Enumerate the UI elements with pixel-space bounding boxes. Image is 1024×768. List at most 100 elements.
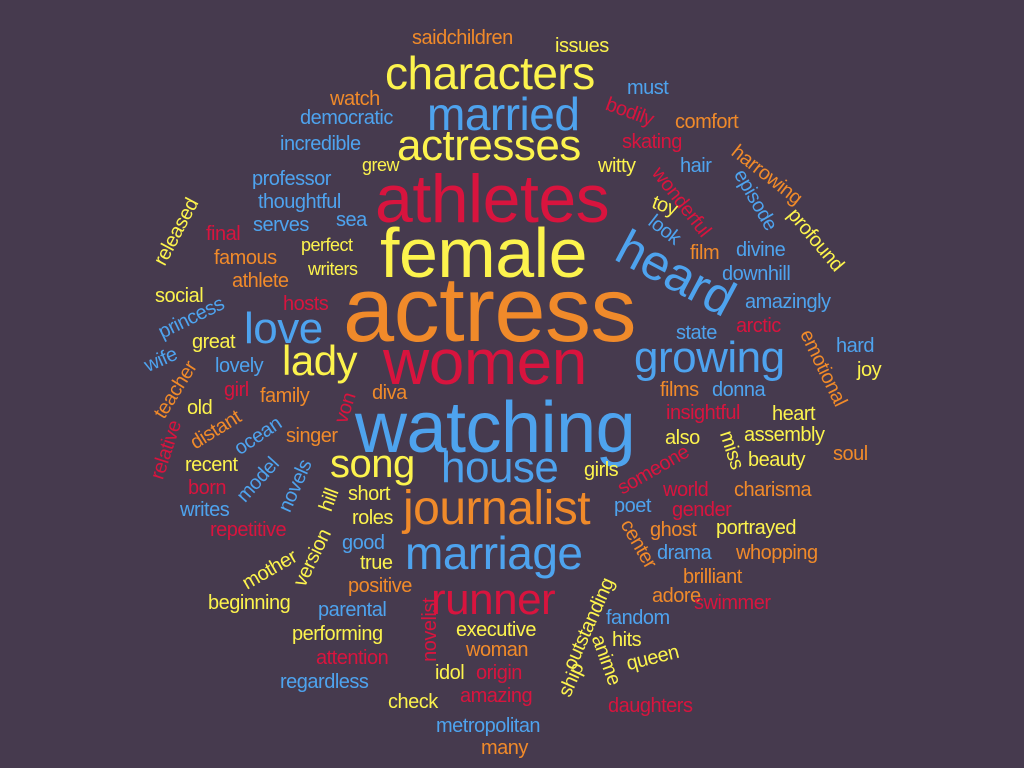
word: must — [627, 77, 669, 99]
word: sea — [336, 209, 367, 231]
word: gender — [672, 499, 732, 521]
word: bodily — [602, 93, 657, 131]
word: famous — [214, 247, 277, 269]
word: ship — [554, 659, 589, 701]
word: world — [663, 479, 709, 501]
word: metropolitan — [436, 715, 541, 737]
word: ghost — [650, 519, 697, 541]
word: issues — [555, 35, 609, 57]
word: mother — [238, 545, 301, 595]
word: watch — [330, 88, 380, 110]
word: old — [187, 397, 213, 419]
word: house — [441, 443, 559, 492]
word: singer — [286, 425, 338, 447]
word: perfect — [301, 235, 353, 255]
word: whopping — [736, 542, 818, 564]
word: state — [676, 322, 717, 344]
word: love — [244, 304, 323, 353]
word: positive — [348, 575, 412, 597]
word: beauty — [748, 449, 806, 471]
word: serves — [253, 214, 309, 236]
word: insightful — [666, 402, 740, 424]
word: relative — [146, 417, 187, 483]
word: thoughtful — [258, 191, 341, 213]
word: origin — [476, 662, 522, 684]
word: daughters — [608, 695, 693, 717]
word: donna — [712, 379, 766, 401]
word: parental — [318, 599, 387, 621]
word: hard — [836, 335, 875, 357]
word: marriage — [405, 527, 583, 579]
word: hair — [680, 155, 712, 177]
word: adore — [652, 585, 701, 607]
word: heart — [772, 403, 816, 425]
word: hosts — [283, 293, 329, 315]
word: executive — [456, 619, 537, 641]
word: athletes — [375, 161, 610, 237]
word: great — [192, 331, 236, 353]
word: assembly — [744, 424, 825, 446]
word: many — [481, 737, 528, 759]
word: female — [380, 214, 588, 292]
word: good — [342, 532, 385, 554]
word: roles — [352, 507, 393, 529]
word: recent — [185, 454, 238, 476]
word: professor — [252, 168, 331, 190]
word: poet — [614, 495, 651, 517]
word: attention — [316, 647, 389, 669]
word: lady — [282, 337, 358, 384]
word: released — [149, 194, 204, 270]
word: social — [155, 285, 204, 307]
word: growing — [634, 333, 785, 382]
word: final — [206, 223, 241, 245]
word: grew — [362, 155, 400, 175]
word: song — [330, 442, 415, 486]
word: women — [383, 326, 587, 398]
word: woman — [466, 639, 528, 661]
word: amazing — [460, 685, 533, 707]
word: girl — [224, 379, 249, 401]
word: regardless — [280, 671, 369, 693]
word: saidchildren — [412, 27, 513, 49]
word: witty — [598, 155, 636, 177]
word: runner — [431, 575, 556, 624]
word: amazingly — [745, 291, 831, 313]
word: beginning — [208, 592, 291, 614]
word: check — [388, 691, 438, 713]
word: writes — [180, 499, 230, 521]
word: performing — [292, 623, 383, 645]
word: athlete — [232, 270, 289, 292]
word: downhill — [722, 263, 791, 285]
word: democratic — [300, 107, 393, 129]
word: soul — [833, 443, 868, 465]
word: hill — [315, 485, 344, 515]
word: girls — [584, 459, 619, 481]
word: repetitive — [210, 519, 287, 541]
word: family — [260, 385, 310, 407]
word: incredible — [280, 133, 361, 155]
word: miss — [715, 428, 749, 472]
word: novelist — [418, 598, 441, 662]
word: arctic — [736, 315, 781, 337]
word: joy — [857, 359, 882, 381]
word: also — [665, 427, 700, 449]
word: skating — [622, 131, 682, 153]
word: diva — [372, 382, 407, 404]
word: born — [188, 477, 227, 499]
word: divine — [736, 239, 786, 261]
word: idol — [435, 662, 465, 684]
word: drama — [657, 542, 712, 564]
word: hits — [612, 629, 642, 651]
word: true — [360, 552, 393, 574]
word: comfort — [675, 111, 739, 133]
word: model — [232, 453, 284, 507]
word: actresses — [397, 121, 581, 170]
word: profound — [782, 204, 849, 276]
word: characters — [385, 47, 595, 99]
word: actress — [343, 259, 637, 361]
word: film — [690, 242, 720, 264]
word: swimmer — [694, 592, 771, 614]
word: short — [348, 483, 390, 505]
word: fandom — [606, 607, 670, 629]
